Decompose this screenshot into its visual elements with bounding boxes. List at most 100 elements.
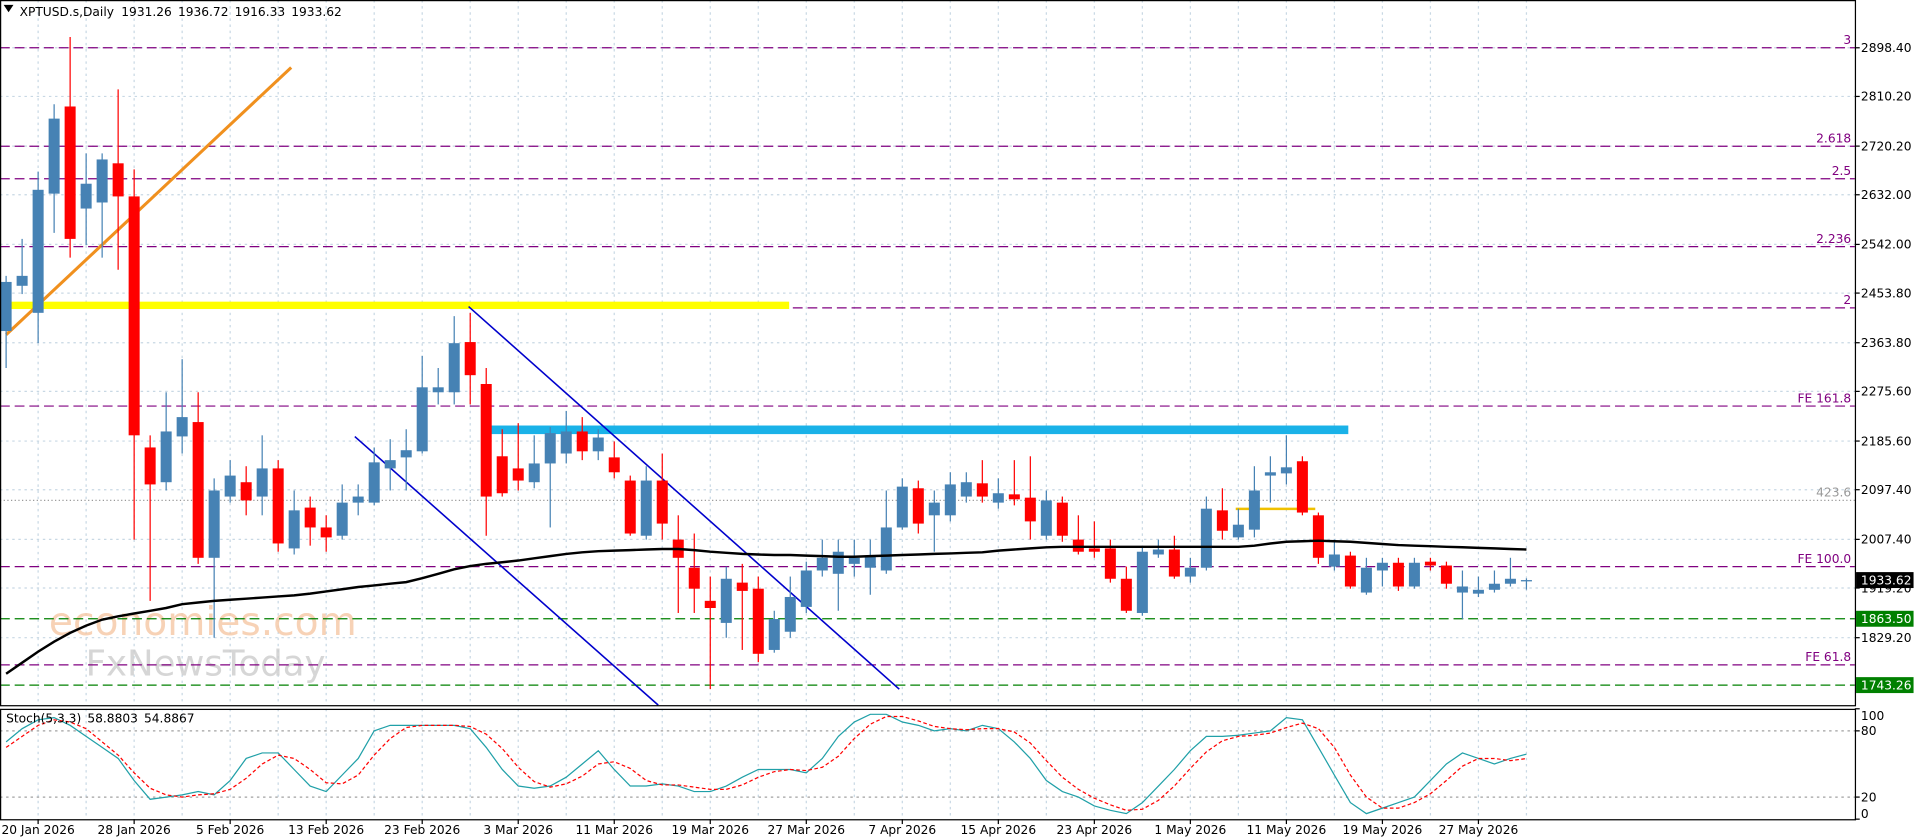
candle-body (528, 463, 540, 483)
candle-body (1168, 549, 1180, 577)
candle-body (1024, 497, 1036, 522)
candle-body (1392, 562, 1404, 587)
candle-body (1264, 472, 1276, 476)
x-tick-label: 23 Apr 2026 (1057, 823, 1133, 837)
candle-body (1456, 586, 1468, 593)
x-tick-label: 27 May 2026 (1439, 823, 1519, 837)
stoch-k (5, 713, 1527, 815)
candle-body (864, 555, 876, 568)
candle-body (192, 422, 204, 558)
level-label: 2.618 (1816, 132, 1851, 146)
main-frame (0, 0, 1857, 707)
candle-body (912, 488, 924, 524)
level-layer: 3 2.618 2.5 2.236 2 FE 161.8 423.6 FE 100.0 FE 6… (0, 33, 1855, 686)
candle-body (624, 480, 636, 534)
candle-body (960, 482, 972, 497)
candle-body (800, 570, 812, 607)
level-price-label: 1863.50 (1861, 612, 1912, 626)
candle-body (1440, 565, 1452, 584)
watermark: economies.com (49, 600, 357, 645)
y-tick-label: 2453.80 (1861, 286, 1912, 300)
y-tick-label: 2007.40 (1861, 533, 1912, 547)
y-tick-label: 2542.00 (1861, 238, 1912, 252)
candle-body (1088, 548, 1100, 552)
candle-body (640, 480, 652, 536)
candle-body (1280, 467, 1292, 474)
last-price-label: 1933.62 (1861, 573, 1912, 587)
candle-body (656, 480, 668, 524)
last-price-box (1856, 572, 1914, 589)
candle-body (1104, 548, 1116, 579)
support-zone (6, 301, 790, 310)
candle-body (1312, 515, 1324, 558)
stoch-d (5, 715, 1527, 811)
candle-body (1488, 583, 1500, 590)
x-tick-label: 15 Apr 2026 (961, 823, 1037, 837)
candle-body (608, 457, 620, 473)
level-label: 2 (1843, 293, 1851, 307)
level-price-label: 1743.26 (1861, 678, 1912, 692)
stoch-tick-label: 100 (1861, 709, 1884, 723)
candle-body (688, 567, 700, 589)
level-price-box (1856, 677, 1914, 694)
candle-body (1504, 578, 1516, 584)
x-tick-label: 3 Mar 2026 (483, 823, 553, 837)
x-tick-label: 20 Jan 2026 (1, 823, 74, 837)
candle-body (1296, 461, 1308, 513)
candle-body (768, 619, 780, 650)
open-value: 1931.26 (121, 5, 172, 19)
y-tick-label: 2275.60 (1861, 385, 1912, 399)
candle-body (96, 159, 108, 203)
stoch-title: Stoch(5,3,3) (6, 711, 81, 725)
level-price-box (1856, 610, 1914, 627)
candle-body (592, 437, 604, 452)
stoch-k-value: 58.8803 (87, 711, 138, 725)
x-tick-label: 5 Feb 2026 (196, 823, 264, 837)
candle-body (272, 468, 284, 544)
candle-body (784, 596, 796, 632)
level-label: FE 61.8 (1805, 650, 1851, 664)
x-tick-label: 19 Mar 2026 (672, 823, 750, 837)
stoch-tick-label: 20 (1861, 790, 1877, 804)
collapse-icon[interactable] (3, 4, 14, 13)
level-label: FE 100.0 (1798, 552, 1852, 566)
candle-body (304, 507, 316, 528)
stoch-tick-label: 0 (1861, 807, 1869, 821)
watermark: FxNewsToday (86, 644, 326, 685)
candle-body (832, 551, 844, 574)
candle-body (432, 387, 444, 393)
candle-body (544, 433, 556, 464)
x-tick-label: 11 Mar 2026 (576, 823, 654, 837)
candle-body (224, 475, 236, 497)
candle-body (704, 600, 716, 609)
candle-body (1184, 567, 1196, 577)
candle-body (944, 484, 956, 516)
close-value: 1933.62 (291, 5, 342, 19)
candle-body (1248, 490, 1260, 530)
candle-body (1200, 508, 1212, 568)
x-tick-label: 7 Apr 2026 (868, 823, 936, 837)
candle-body (1136, 551, 1148, 613)
candle-body (112, 163, 124, 197)
candle-body (256, 468, 268, 497)
chart-header: XPTUSD.s,Daily 1931.26 1936.72 1916.33 1933.… (20, 5, 342, 19)
stoch-frame (0, 708, 1857, 821)
candle-body (1376, 562, 1388, 571)
candle-body (1520, 580, 1532, 582)
candle-body (1120, 578, 1132, 611)
candle-body (1152, 549, 1164, 555)
high-value: 1936.72 (178, 5, 229, 19)
stoch-tick-label: 80 (1861, 724, 1877, 738)
candle-body (352, 496, 364, 503)
candle-body (384, 460, 396, 469)
candle-body (1232, 524, 1244, 538)
candle-body (752, 588, 764, 654)
stoch-d-value: 54.8867 (144, 711, 195, 725)
candle-body (416, 387, 428, 452)
candle-body (1408, 562, 1420, 587)
y-tick-label: 2810.20 (1861, 90, 1912, 104)
candle-body (0, 281, 12, 332)
candle-body (128, 196, 140, 436)
channel-line (354, 435, 659, 706)
candle-body (928, 502, 940, 516)
